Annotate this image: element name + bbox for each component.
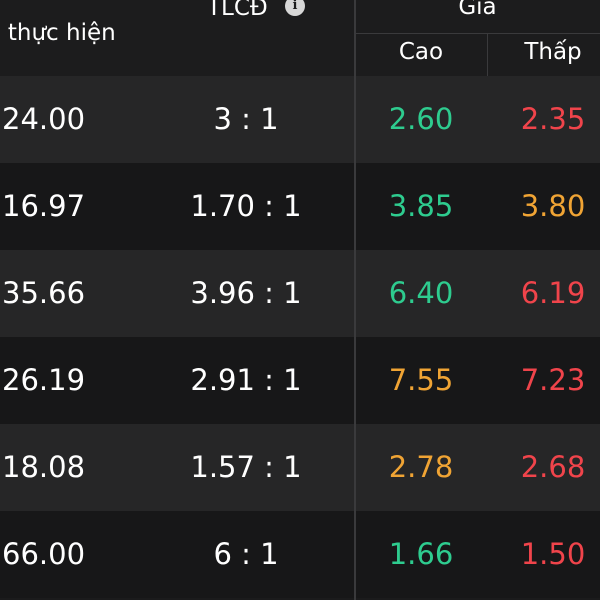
high-price-cell: 2.60: [388, 102, 454, 136]
conversion-ratio-cell: 1.70 : 1: [190, 189, 302, 223]
conversion-ratio-cell: 2.91 : 1: [190, 363, 302, 397]
conversion-ratio-cell: 3 : 1: [213, 102, 279, 136]
header-exercise-price[interactable]: n thực hiện: [0, 20, 116, 46]
low-price-cell: 3.80: [520, 189, 586, 223]
exercise-price-cell: 24.00: [2, 102, 86, 136]
conversion-ratio-cell: 3.96 : 1: [190, 276, 302, 310]
table-header: n thực hiện TLCĐ i Giá Cao Thấp: [0, 0, 600, 76]
header-divider: [355, 33, 600, 34]
table-row[interactable]: 16.97 1.70 : 1 3.85 3.80: [0, 163, 600, 250]
exercise-price-cell: 18.08: [2, 450, 86, 484]
low-price-cell: 2.35: [520, 102, 586, 136]
low-price-cell: 1.50: [520, 537, 586, 571]
header-low-price[interactable]: Thấp: [524, 39, 582, 65]
low-price-cell: 6.19: [520, 276, 586, 310]
header-price-group: Giá: [458, 0, 497, 20]
exercise-price-cell: 35.66: [2, 276, 86, 310]
conversion-ratio-cell: 1.57 : 1: [190, 450, 302, 484]
exercise-price-cell: 16.97: [2, 189, 86, 223]
header-sub-divider: [487, 34, 488, 76]
high-price-cell: 1.66: [388, 537, 454, 571]
conversion-ratio-cell: 6 : 1: [213, 537, 279, 571]
exercise-price-cell: 26.19: [2, 363, 86, 397]
high-price-cell: 3.85: [388, 189, 454, 223]
column-divider: [354, 0, 356, 600]
high-price-cell: 7.55: [388, 363, 454, 397]
info-icon[interactable]: i: [285, 0, 305, 16]
table-row[interactable]: 35.66 3.96 : 1 6.40 6.19: [0, 250, 600, 337]
table-body: 24.00 3 : 1 2.60 2.35 16.97 1.70 : 1 3.8…: [0, 76, 600, 598]
exercise-price-cell: 66.00: [2, 537, 86, 571]
table-row[interactable]: 26.19 2.91 : 1 7.55 7.23: [0, 337, 600, 424]
table-row[interactable]: 24.00 3 : 1 2.60 2.35: [0, 76, 600, 163]
high-price-cell: 2.78: [388, 450, 454, 484]
table-row[interactable]: 18.08 1.57 : 1 2.78 2.68: [0, 424, 600, 511]
table-row[interactable]: 66.00 6 : 1 1.66 1.50: [0, 511, 600, 598]
low-price-cell: 7.23: [520, 363, 586, 397]
header-high-price[interactable]: Cao: [398, 39, 444, 65]
low-price-cell: 2.68: [520, 450, 586, 484]
high-price-cell: 6.40: [388, 276, 454, 310]
header-conversion-ratio[interactable]: TLCĐ: [207, 0, 268, 21]
